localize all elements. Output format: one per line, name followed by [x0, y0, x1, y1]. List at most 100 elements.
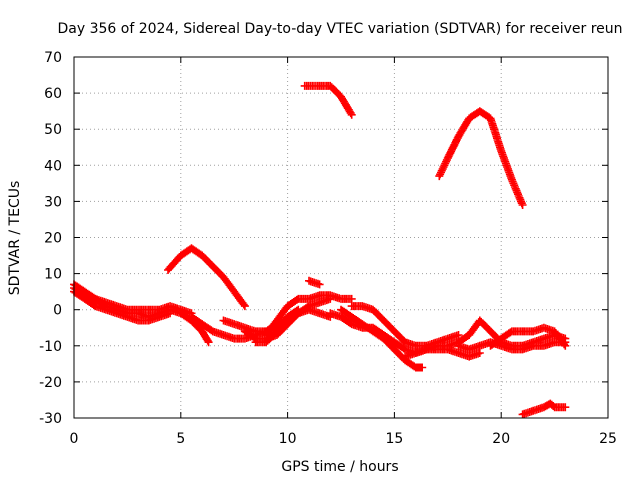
- series-trace-13: [337, 305, 427, 372]
- data-point: [244, 337, 246, 340]
- data-point: [553, 330, 556, 333]
- data-point: [222, 276, 225, 279]
- data-point: [207, 341, 210, 343]
- data-point: [190, 247, 193, 250]
- data-point: [329, 312, 332, 315]
- data-point: [286, 319, 289, 322]
- data-point: [233, 337, 235, 340]
- data-point: [500, 337, 503, 340]
- data-point: [553, 406, 556, 408]
- data-point: [521, 413, 524, 416]
- data-point: [83, 290, 86, 293]
- data-point: [543, 326, 545, 329]
- data-point: [115, 312, 118, 315]
- data-point: [340, 316, 342, 318]
- data-point: [167, 269, 169, 271]
- x-tick-label: 0: [70, 431, 79, 447]
- data-point: [438, 175, 441, 177]
- data-point: [318, 294, 321, 297]
- data-point: [447, 337, 449, 340]
- data-point: [457, 334, 460, 336]
- series-trace-10: [305, 276, 324, 289]
- y-tick-label: 40: [44, 158, 62, 174]
- data-point: [201, 323, 203, 325]
- data-point: [511, 330, 513, 333]
- data-point: [479, 345, 481, 347]
- data-point: [137, 308, 139, 311]
- y-tick-label: 60: [44, 86, 62, 102]
- data-point: [457, 352, 460, 354]
- data-point: [308, 298, 310, 300]
- data-point: [222, 319, 225, 322]
- data-point: [457, 345, 460, 347]
- data-point: [169, 312, 171, 315]
- data-point: [276, 319, 278, 322]
- y-tick-label: 70: [44, 50, 62, 66]
- series-trace-8: [251, 305, 335, 347]
- x-tick-label: 5: [176, 431, 185, 447]
- data-point: [94, 298, 97, 300]
- data-point: [265, 334, 268, 336]
- data-point: [137, 319, 139, 322]
- data-point: [404, 355, 406, 358]
- data-point: [286, 305, 289, 307]
- data-point: [318, 301, 321, 304]
- data-point: [244, 305, 246, 307]
- y-tick-label: 20: [44, 231, 62, 247]
- data-point: [308, 280, 310, 282]
- data-point: [468, 117, 470, 120]
- chart-title: Day 356 of 2024, Sidereal Day-to-day VTE…: [57, 21, 622, 37]
- tick-labels: 0 5 10 15 20 25 -30 -20 -10 0 10 20 30 40 50 60 70: [39, 50, 617, 447]
- data-point: [303, 85, 306, 87]
- data-point: [521, 204, 524, 206]
- data-point: [340, 308, 342, 311]
- data-point: [489, 330, 492, 333]
- series-trace-17: [486, 323, 570, 350]
- data-point: [297, 298, 300, 300]
- data-point: [521, 348, 524, 351]
- data-point: [126, 316, 129, 318]
- series-trace-18: [435, 107, 527, 209]
- data-point: [382, 319, 385, 322]
- data-point: [115, 305, 118, 307]
- data-point: [382, 337, 385, 340]
- series-trace-4: [164, 244, 249, 311]
- data-point: [564, 406, 567, 408]
- series-trace-3: [70, 287, 175, 325]
- data-point: [425, 348, 428, 351]
- data-point: [254, 330, 257, 333]
- data-point: [372, 330, 374, 333]
- data-point: [414, 366, 417, 369]
- data-point: [414, 345, 417, 347]
- data-point: [297, 312, 300, 315]
- data-point: [350, 323, 353, 325]
- y-tick-label: 0: [53, 303, 62, 319]
- data-point: [489, 117, 492, 120]
- data-point: [468, 348, 470, 351]
- data-point: [361, 323, 364, 325]
- data-point: [404, 348, 406, 351]
- data-point: [212, 265, 214, 268]
- data-point: [361, 305, 364, 307]
- x-tick-label: 20: [492, 431, 510, 447]
- data-point: [532, 409, 535, 412]
- data-point: [489, 345, 492, 347]
- data-point: [212, 330, 214, 333]
- data-point: [511, 348, 513, 351]
- data-point: [318, 312, 321, 315]
- data-point: [83, 298, 86, 300]
- data-point: [180, 308, 182, 311]
- data-point: [532, 345, 535, 347]
- data-point: [180, 254, 182, 257]
- data-point: [329, 294, 332, 297]
- data-point: [222, 334, 225, 336]
- series-trace-9: [262, 291, 356, 339]
- data-point: [564, 345, 567, 347]
- data-point: [329, 85, 332, 87]
- data-point: [436, 345, 438, 347]
- data-point: [521, 330, 524, 333]
- data-point: [147, 308, 150, 311]
- data-point: [479, 110, 481, 112]
